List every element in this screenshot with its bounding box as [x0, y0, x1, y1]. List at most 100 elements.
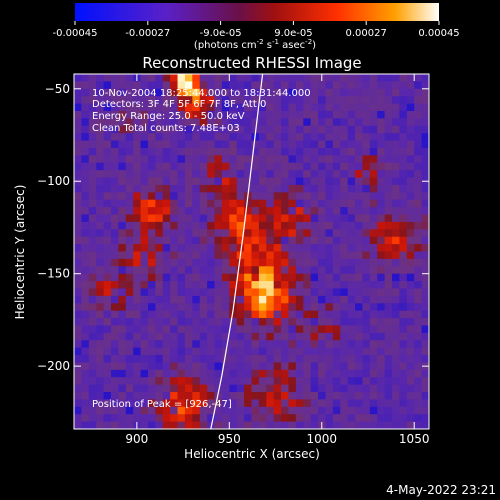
heatmap-cell [184, 303, 193, 312]
heatmap-cell [236, 421, 245, 429]
heatmap-cell [288, 251, 297, 260]
heatmap-cell [162, 362, 171, 371]
heatmap-cell [221, 340, 230, 349]
heatmap-cell [88, 310, 97, 319]
heatmap-cell [184, 266, 193, 275]
heatmap-cell [406, 221, 415, 230]
heatmap-cell [421, 221, 429, 230]
heatmap-cell [184, 251, 193, 260]
heatmap-cell [133, 340, 141, 349]
heatmap-cell [318, 170, 326, 178]
heatmap-cell [96, 295, 104, 304]
heatmap-cell [406, 74, 415, 82]
heatmap-cell [103, 399, 112, 408]
heatmap-cell [155, 310, 164, 319]
heatmap-cell [369, 74, 378, 82]
heatmap-cell [406, 421, 415, 429]
heatmap-cell [384, 118, 393, 127]
heatmap-cell [236, 192, 245, 201]
heatmap-cell [310, 147, 319, 156]
heatmap-cell [399, 281, 408, 289]
heatmap-cell [392, 266, 400, 275]
heatmap-cell [229, 310, 238, 319]
heatmap-cell [81, 170, 90, 178]
heatmap-cell [251, 81, 260, 90]
heatmap-cell [221, 162, 230, 171]
heatmap-cell [229, 281, 238, 289]
heatmap-cell [229, 421, 238, 429]
heatmap-cell [221, 258, 230, 267]
heatmap-cell [118, 318, 127, 326]
heatmap-cell [81, 399, 90, 408]
heatmap-cell [377, 81, 386, 90]
heatmap-cell [414, 399, 423, 408]
heatmap-cell [340, 155, 349, 164]
heatmap-cell [421, 347, 429, 356]
heatmap-cell [414, 74, 423, 82]
heatmap-cell [325, 155, 334, 164]
heatmap-cell [414, 392, 423, 400]
heatmap-cell [140, 103, 149, 112]
heatmap-cell [332, 355, 341, 363]
heatmap-cell [295, 236, 304, 245]
heatmap-cell [125, 147, 134, 156]
heatmap-cell [384, 377, 393, 386]
heatmap-cell [325, 133, 334, 141]
heatmap-cell [258, 392, 267, 400]
heatmap-cell [110, 281, 119, 289]
heatmap-cell [288, 244, 297, 252]
heatmap-cell [96, 340, 104, 349]
heatmap-cell [140, 162, 149, 171]
heatmap-cell [221, 96, 230, 104]
heatmap-cell [295, 177, 304, 186]
heatmap-cell [392, 251, 400, 260]
heatmap-cell [288, 229, 297, 238]
heatmap-cell [184, 184, 193, 193]
heatmap-cell [140, 118, 149, 127]
heatmap-cell [74, 251, 82, 260]
heatmap-cell [244, 140, 252, 149]
heatmap-cell [162, 125, 171, 134]
heatmap-cell [81, 74, 90, 82]
heatmap-cell [162, 170, 171, 178]
heatmap-cell [192, 207, 201, 215]
heatmap-cell [162, 147, 171, 156]
heatmap-cell [96, 177, 104, 186]
heatmap-cell [214, 155, 223, 164]
heatmap-cell [421, 184, 429, 193]
heatmap-cell [229, 199, 238, 208]
heatmap-cell [118, 88, 127, 97]
heatmap-cell [236, 340, 245, 349]
heatmap-cell [133, 192, 141, 201]
heatmap-cell [384, 192, 393, 201]
heatmap-cell [295, 421, 304, 429]
heatmap-cell [362, 258, 371, 267]
heatmap-cell [140, 310, 149, 319]
heatmap-cell [362, 140, 371, 149]
heatmap-cell [118, 281, 127, 289]
heatmap-cell [392, 118, 400, 127]
heatmap-cell [414, 118, 423, 127]
heatmap-cell [303, 147, 312, 156]
heatmap-cell [214, 273, 223, 282]
heatmap-cell [281, 288, 289, 297]
heatmap-cell [318, 221, 326, 230]
heatmap-cell [74, 133, 82, 141]
heatmap-cell [414, 214, 423, 223]
heatmap-cell [118, 303, 127, 312]
heatmap-cell [288, 258, 297, 267]
heatmap-cell [377, 399, 386, 408]
heatmap-cell [288, 170, 297, 178]
annotation-time: 10-Nov-2004 18:25:44.000 to 18:31:44.000 [92, 88, 311, 99]
heatmap-cell [155, 214, 164, 223]
heatmap-cell [325, 399, 334, 408]
heatmap-cell [221, 281, 230, 289]
heatmap-cell [207, 170, 215, 178]
heatmap-cell [399, 340, 408, 349]
heatmap-cell [288, 140, 297, 149]
heatmap-cell [332, 184, 341, 193]
heatmap-cell [295, 318, 304, 326]
heatmap-cell [399, 177, 408, 186]
heatmap-cell [266, 199, 275, 208]
heatmap-cell [355, 81, 363, 90]
